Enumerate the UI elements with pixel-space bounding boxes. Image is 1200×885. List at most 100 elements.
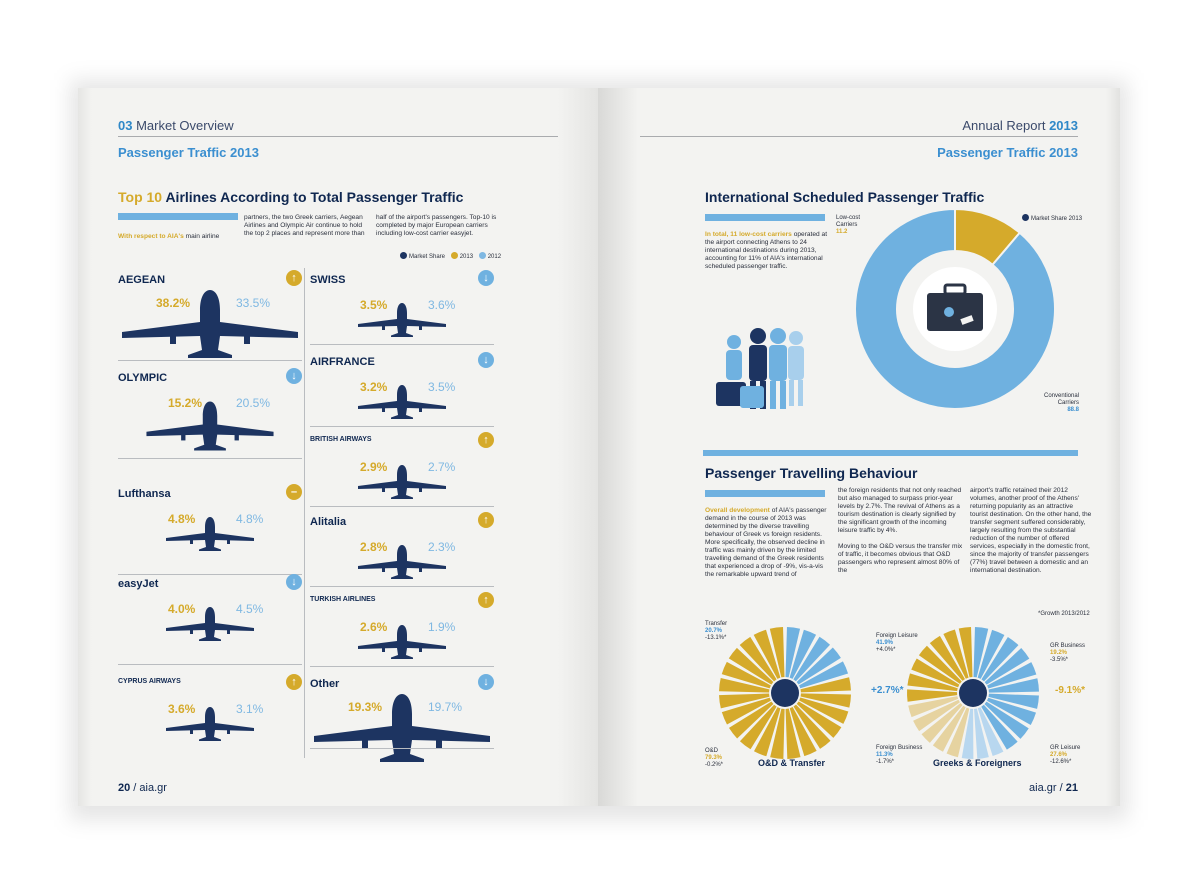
- gr-leisure-label: GR Leisure 27.6% -12.6%*: [1050, 745, 1081, 765]
- share-2013: 15.2%: [168, 396, 203, 410]
- cell-divider: [118, 664, 302, 665]
- trend-down-icon: ↓: [478, 674, 494, 690]
- segment-o-d: [728, 701, 774, 739]
- left-page: 03 Market Overview Passenger Traffic 201…: [78, 88, 598, 806]
- airplane-icon: [166, 707, 254, 741]
- right-folio: aia.gr / 21: [1029, 782, 1078, 794]
- segment-gr-business: [921, 703, 963, 743]
- airline-logo: SWISS: [310, 274, 346, 286]
- segment-gr-leisure: [911, 658, 960, 688]
- share-2012: 3.5%: [428, 380, 456, 394]
- intl-title: International Scheduled Passenger Traffi…: [705, 189, 985, 205]
- share-2012: 3.1%: [236, 702, 264, 716]
- column-divider: [304, 268, 305, 758]
- segment-gr-business: [946, 707, 970, 758]
- foreign-leisure-label: Foreign Leisure 41.9% +4.0%*: [876, 633, 918, 653]
- segment-o-d: [785, 708, 801, 759]
- segment-transfer: [796, 647, 841, 685]
- cell-divider: [310, 748, 494, 749]
- od-transfer-chart: [719, 627, 851, 759]
- segment-foreign-business: [974, 708, 989, 759]
- foreign-total: +2.7%*: [871, 685, 904, 696]
- airline-logo: OLYMPIC: [118, 372, 168, 384]
- share-2013: 3.6%: [168, 702, 196, 716]
- foreign-business-label: Foreign Business 11.3% -1.7%*: [876, 745, 923, 765]
- airline-logo: Other: [310, 678, 340, 690]
- intro-col1: With respect to AIA's main airline: [118, 233, 220, 240]
- intro-col2: partners, the two Greek carriers, Aegean…: [244, 214, 365, 237]
- airplane-icon: [166, 607, 254, 641]
- intl-donut: [854, 207, 1056, 410]
- airplane: [357, 302, 447, 342]
- share-2012: 4.8%: [236, 512, 264, 526]
- lowcost-label: Low-cost Carriers 11.2: [836, 215, 861, 235]
- airplane-icon: [358, 385, 446, 419]
- segment-gr-leisure: [943, 629, 969, 679]
- title-bar: [118, 213, 238, 220]
- share-2013: 2.8%: [360, 540, 388, 554]
- airline-logo: Lufthansa: [118, 488, 171, 500]
- cell-divider: [118, 360, 302, 361]
- share-2013: 4.0%: [168, 602, 196, 616]
- cell-divider: [118, 458, 302, 459]
- share-2013: 19.3%: [348, 700, 383, 714]
- od-label: O&D 79.3% -0.2%*: [705, 748, 724, 768]
- airline-logo: AEGEAN: [118, 274, 166, 286]
- behaviour-col2: the foreign residents that not only reac…: [838, 487, 963, 574]
- transfer-label: Transfer 20.7% -13.1%*: [705, 621, 728, 641]
- segment-gr-leisure: [929, 635, 965, 681]
- market-share-icon: [1022, 214, 1029, 221]
- left-folio: 20 / aia.gr: [118, 782, 167, 794]
- behaviour-bar: [705, 490, 825, 497]
- chart-legend: Market Share 2013 2012: [396, 252, 501, 260]
- segment-o-d: [728, 647, 774, 685]
- segment-o-d: [770, 708, 785, 759]
- trend-down-icon: ↓: [478, 270, 494, 286]
- segment-o-d: [789, 707, 817, 757]
- greeks-foreigners-chart: [907, 627, 1039, 759]
- chart-hub: [959, 679, 987, 707]
- segment-foreign-business: [977, 707, 1004, 757]
- segment-foreign-leisure: [984, 647, 1030, 685]
- share-2013: 3.5%: [360, 298, 388, 312]
- section-title: Passenger Traffic 2013: [937, 145, 1078, 160]
- segment-o-d: [721, 661, 771, 689]
- airplane-icon: [358, 465, 446, 499]
- airplane: [357, 464, 447, 504]
- segment-foreign-business: [961, 708, 974, 759]
- chart-hub: [771, 679, 799, 707]
- airplane: [145, 400, 275, 456]
- gr-business-label: GR Business 19.2% -3.5%*: [1050, 643, 1086, 663]
- chart-title: Top 10 Airlines According to Total Passe…: [118, 189, 464, 205]
- segment-foreign-leisure: [973, 627, 989, 678]
- segment-gr-leisure: [958, 627, 973, 678]
- airplane-icon: [358, 545, 446, 579]
- behaviour-col1: Overall development of AIA's passenger d…: [705, 507, 827, 578]
- cell-divider: [310, 506, 494, 507]
- airplane: [165, 706, 255, 746]
- airplane-icon: [314, 694, 490, 762]
- segment-o-d: [800, 693, 851, 708]
- trend-down-icon: ↓: [286, 574, 302, 590]
- share-2012: 20.5%: [236, 396, 271, 410]
- share-2013: 38.2%: [156, 296, 191, 310]
- share-2012: 4.5%: [236, 602, 264, 616]
- share-2012: 1.9%: [428, 620, 456, 634]
- segment-o-d: [753, 629, 781, 679]
- segment-transfer: [789, 629, 817, 679]
- greek-total: -9.1%*: [1055, 685, 1086, 696]
- airplane: [165, 606, 255, 646]
- segment-foreign-leisure: [988, 693, 1039, 709]
- conventional-label: Conventional Carriers 88.8: [1044, 393, 1080, 413]
- airplane: [165, 516, 255, 556]
- airplane-icon: [358, 303, 446, 337]
- segment-gr-leisure: [907, 673, 958, 692]
- segment-foreign-leisure: [981, 636, 1019, 682]
- intro-col3: half of the airport's passengers. Top-10…: [376, 214, 497, 237]
- segment-transfer: [799, 661, 849, 689]
- airplane: [357, 544, 447, 584]
- segment-transfer: [793, 636, 831, 682]
- segment-gr-business: [908, 696, 959, 718]
- travellers-illustration: [716, 328, 804, 409]
- share-2012: 2.7%: [428, 460, 456, 474]
